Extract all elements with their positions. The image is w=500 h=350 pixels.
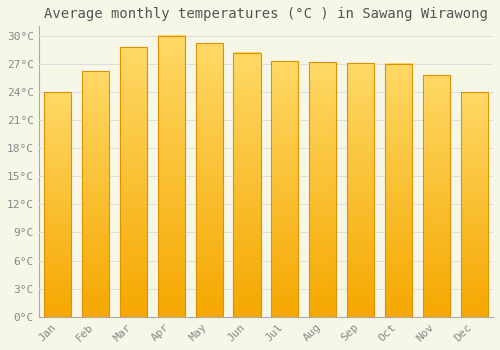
Bar bbox=[44, 92, 72, 317]
Bar bbox=[196, 43, 223, 317]
Bar bbox=[120, 47, 147, 317]
Bar bbox=[460, 92, 488, 317]
Bar bbox=[309, 62, 336, 317]
Bar bbox=[271, 61, 298, 317]
Title: Average monthly temperatures (°C ) in Sawang Wirawong: Average monthly temperatures (°C ) in Sa… bbox=[44, 7, 488, 21]
Bar bbox=[234, 52, 260, 317]
Bar bbox=[422, 75, 450, 317]
Bar bbox=[385, 64, 412, 317]
Bar bbox=[82, 71, 109, 317]
Bar bbox=[347, 63, 374, 317]
Bar bbox=[158, 36, 185, 317]
